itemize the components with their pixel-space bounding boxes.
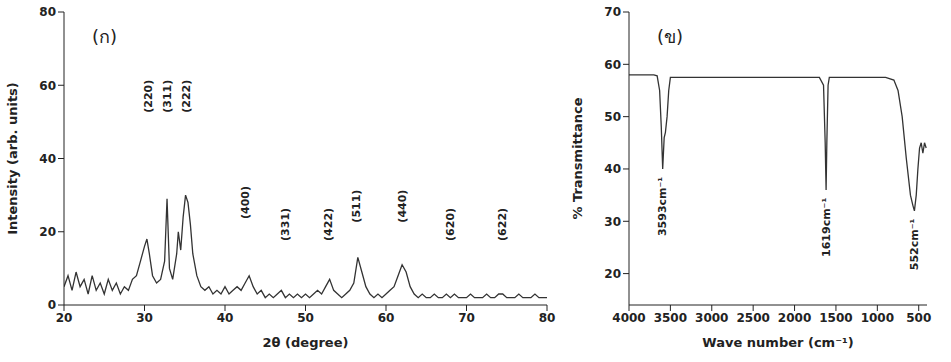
svg-text:3593cm⁻¹: 3593cm⁻¹ [656, 177, 669, 236]
svg-text:80: 80 [39, 5, 56, 19]
svg-text:(422): (422) [322, 208, 335, 241]
svg-text:(620): (620) [444, 208, 457, 241]
svg-text:3500: 3500 [654, 311, 687, 325]
svg-text:0: 0 [48, 298, 56, 312]
html-text:(ข): (ข) [657, 26, 683, 47]
svg-text:3000: 3000 [695, 311, 728, 325]
svg-text:(220): (220) [142, 80, 155, 113]
svg-text:4000: 4000 [612, 311, 645, 325]
svg-text:1000: 1000 [861, 311, 894, 325]
svg-text:Intensity (arb. units): Intensity (arb. units) [5, 82, 20, 235]
svg-text:(311): (311) [161, 80, 174, 113]
svg-text:70: 70 [604, 5, 621, 19]
svg-text:(511): (511) [350, 190, 363, 223]
html-text:(ก): (ก) [92, 26, 117, 47]
svg-text:(331): (331) [279, 208, 292, 241]
svg-text:1619cm⁻¹: 1619cm⁻¹ [820, 198, 833, 257]
svg-text:80: 80 [539, 311, 556, 325]
svg-text:30: 30 [604, 215, 621, 229]
svg-text:50: 50 [604, 110, 621, 124]
svg-text:60: 60 [39, 79, 56, 93]
svg-text:2000: 2000 [778, 311, 811, 325]
svg-text:(440): (440) [396, 190, 409, 223]
svg-text:40: 40 [39, 152, 56, 166]
svg-text:% Transmittance: % Transmittance [570, 97, 585, 219]
svg-text:60: 60 [378, 311, 395, 325]
svg-text:20: 20 [39, 225, 56, 239]
svg-text:Wave number (cm⁻¹): Wave number (cm⁻¹) [702, 335, 853, 350]
svg-text:(400): (400) [239, 186, 252, 219]
svg-text:500: 500 [906, 311, 931, 325]
svg-text:1500: 1500 [819, 311, 852, 325]
svg-text:2500: 2500 [736, 311, 769, 325]
svg-text:40: 40 [217, 311, 234, 325]
svg-text:60: 60 [604, 58, 621, 72]
svg-text:30: 30 [136, 311, 153, 325]
svg-text:(622): (622) [496, 208, 509, 241]
svg-text:2θ (degree): 2θ (degree) [263, 335, 349, 350]
svg-text:20: 20 [604, 267, 621, 281]
svg-text:50: 50 [297, 311, 314, 325]
svg-text:552cm⁻¹: 552cm⁻¹ [908, 218, 921, 270]
svg-text:(222): (222) [180, 80, 193, 113]
svg-text:70: 70 [458, 311, 475, 325]
svg-text:20: 20 [56, 311, 73, 325]
svg-text:40: 40 [604, 162, 621, 176]
